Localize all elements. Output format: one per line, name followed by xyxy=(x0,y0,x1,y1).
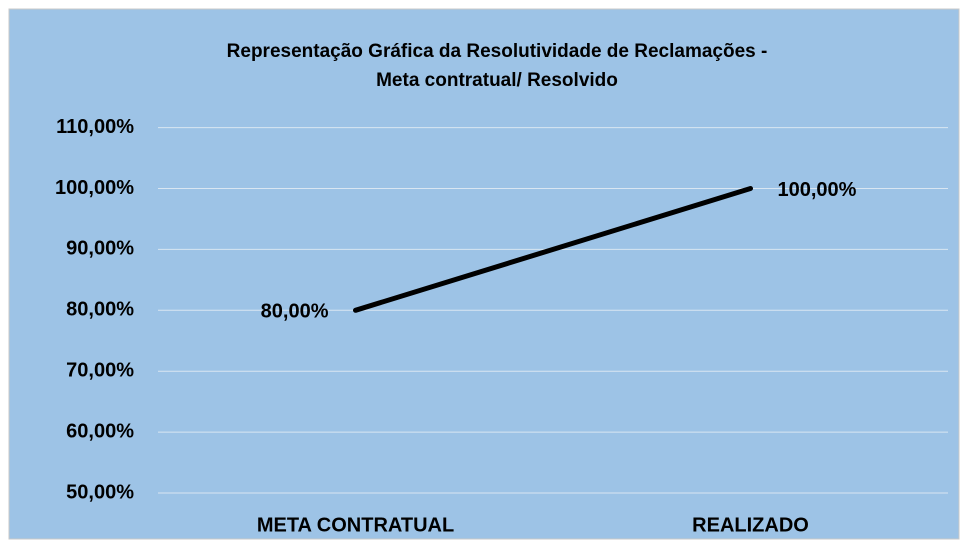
chart-title: Representação Gráfica da Resolutividade … xyxy=(227,41,768,62)
y-tick-label: 100,00% xyxy=(55,177,134,199)
y-tick-label: 70,00% xyxy=(66,359,134,381)
y-tick-label: 60,00% xyxy=(66,420,134,442)
x-tick-label: REALIZADO xyxy=(692,514,809,536)
chart-title: Meta contratual/ Resolvido xyxy=(376,70,618,91)
line xyxy=(353,186,753,313)
y-tick-label: 110,00% xyxy=(56,116,134,138)
x-tick-label: META CONTRATUAL xyxy=(257,514,454,536)
y-tick-label: 90,00% xyxy=(66,238,134,260)
chart-background xyxy=(8,8,960,540)
data-label: 80,00% xyxy=(261,301,329,323)
data-label: 100,00% xyxy=(778,179,857,201)
y-tick-label: 50,00% xyxy=(66,481,134,503)
y-tick-label: 80,00% xyxy=(66,299,134,321)
